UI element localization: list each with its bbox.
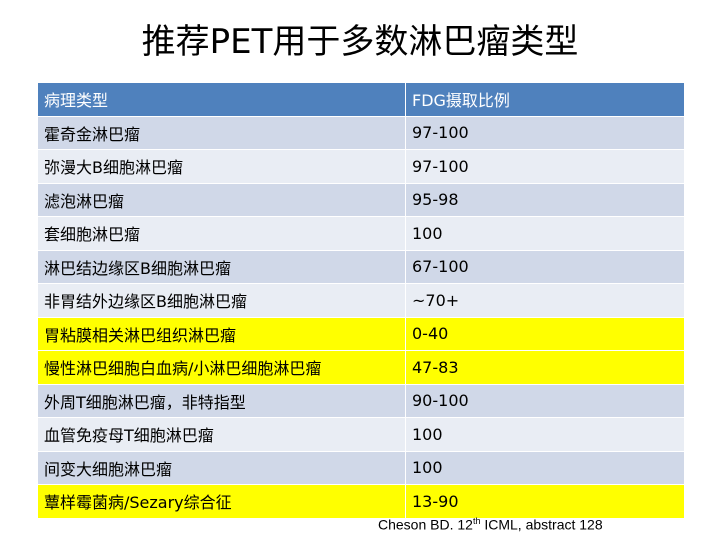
- fdg-uptake-cell: 13-90: [405, 484, 685, 519]
- table-body: 霍奇金淋巴瘤 97-100 弥漫大B细胞淋巴瘤 97-100 滤泡淋巴瘤 95-98 套细胞…: [37, 115, 685, 519]
- fdg-uptake-cell: 97-100: [405, 115, 685, 150]
- citation-superscript: th: [472, 516, 481, 526]
- table-row: 弥漫大B细胞淋巴瘤 97-100: [37, 149, 685, 184]
- table-row: 非胃结外边缘区B细胞淋巴瘤 ~70+: [37, 283, 685, 318]
- lymphoma-type-cell: 弥漫大B细胞淋巴瘤: [37, 149, 406, 184]
- table-row: 淋巴结边缘区B细胞淋巴瘤 67-100: [37, 249, 685, 284]
- lymphoma-type-cell: 外周T细胞淋巴瘤，非特指型: [37, 383, 406, 418]
- table-row: 套细胞淋巴瘤 100: [37, 216, 685, 251]
- fdg-uptake-cell: 100: [405, 450, 685, 485]
- table-header-row: 病理类型 FDG摄取比例: [37, 82, 685, 117]
- lymphoma-type-cell: 套细胞淋巴瘤: [37, 216, 406, 251]
- column-header-type: 病理类型: [37, 82, 406, 117]
- lymphoma-type-cell: 淋巴结边缘区B细胞淋巴瘤: [37, 249, 406, 284]
- fdg-uptake-cell: 67-100: [405, 249, 685, 284]
- citation-prefix: Cheson BD. 12: [378, 516, 473, 533]
- slide-title: 推荐PET用于多数淋巴瘤类型: [141, 22, 579, 62]
- lymphoma-type-cell: 滤泡淋巴瘤: [37, 182, 406, 217]
- fdg-uptake-cell: 90-100: [405, 383, 685, 418]
- lymphoma-type-cell: 胃粘膜相关淋巴组织淋巴瘤: [37, 316, 406, 351]
- column-header-fdg: FDG摄取比例: [405, 82, 685, 117]
- table-row: 外周T细胞淋巴瘤，非特指型 90-100: [37, 383, 685, 418]
- table-row: 慢性淋巴细胞白血病/小淋巴细胞淋巴瘤 47-83: [37, 350, 685, 385]
- lymphoma-type-cell: 血管免疫母T细胞淋巴瘤: [37, 417, 406, 452]
- fdg-uptake-cell: 97-100: [405, 149, 685, 184]
- table-row: 血管免疫母T细胞淋巴瘤 100: [37, 417, 685, 452]
- fdg-uptake-cell: 47-83: [405, 350, 685, 385]
- fdg-uptake-cell: 100: [405, 216, 685, 251]
- table-row: 霍奇金淋巴瘤 97-100: [37, 115, 685, 150]
- lymphoma-type-cell: 蕈样霉菌病/Sezary综合征: [37, 484, 406, 519]
- table-row: 滤泡淋巴瘤 95-98: [37, 182, 685, 217]
- fdg-uptake-cell: ~70+: [405, 283, 685, 318]
- fdg-uptake-cell: 0-40: [405, 316, 685, 351]
- citation: Cheson BD. 12th ICML, abstract 128: [378, 516, 603, 533]
- lymphoma-type-cell: 非胃结外边缘区B细胞淋巴瘤: [37, 283, 406, 318]
- fdg-uptake-cell: 95-98: [405, 182, 685, 217]
- citation-suffix: ICML, abstract 128: [480, 516, 603, 533]
- fdg-uptake-cell: 100: [405, 417, 685, 452]
- table-row: 蕈样霉菌病/Sezary综合征 13-90: [37, 484, 685, 519]
- lymphoma-type-cell: 霍奇金淋巴瘤: [37, 115, 406, 150]
- lymphoma-type-cell: 慢性淋巴细胞白血病/小淋巴细胞淋巴瘤: [37, 350, 406, 385]
- table-row: 胃粘膜相关淋巴组织淋巴瘤 0-40: [37, 316, 685, 351]
- table-row: 间变大细胞淋巴瘤 100: [37, 450, 685, 485]
- lymphoma-fdg-table: 病理类型 FDG摄取比例 霍奇金淋巴瘤 97-100 弥漫大B细胞淋巴瘤 97-100…: [37, 82, 685, 519]
- lymphoma-type-cell: 间变大细胞淋巴瘤: [37, 450, 406, 485]
